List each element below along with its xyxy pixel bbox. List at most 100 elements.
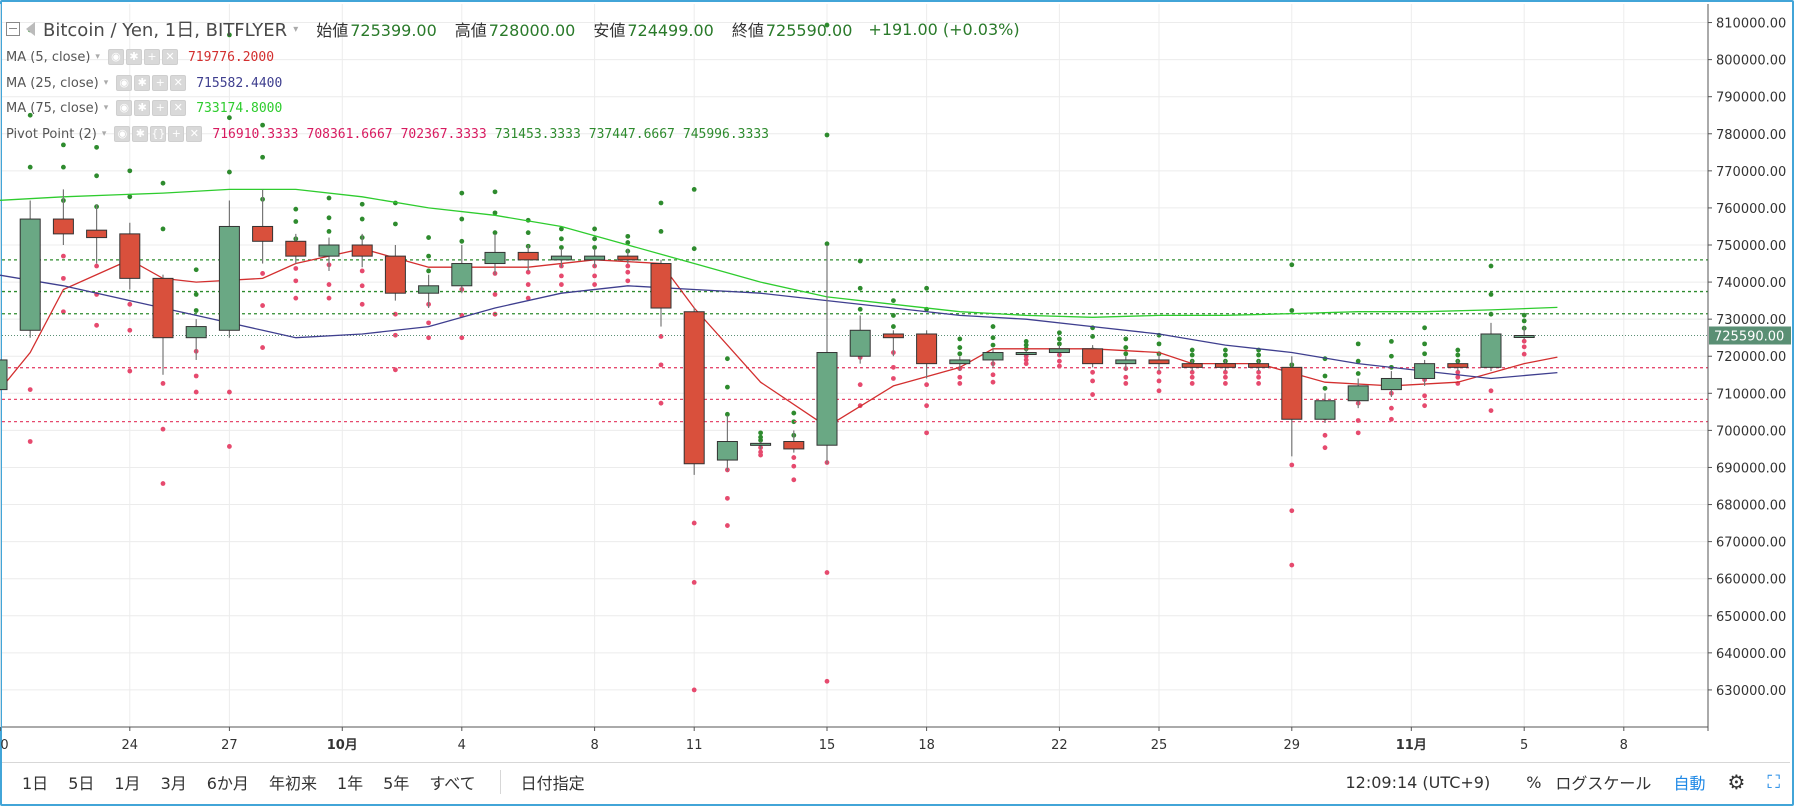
candle-body[interactable]	[949, 359, 971, 365]
candle[interactable]	[1181, 359, 1203, 372]
candle-body[interactable]	[1414, 363, 1436, 379]
candle[interactable]	[418, 274, 440, 309]
candle[interactable]	[916, 330, 938, 379]
indicator-name[interactable]: MA (75, close)	[6, 100, 99, 116]
candle[interactable]	[1148, 352, 1170, 372]
candle[interactable]	[1281, 356, 1303, 457]
chevron-down-icon[interactable]: ▾	[103, 78, 109, 88]
candle-body[interactable]	[1214, 363, 1236, 368]
eye-icon[interactable]: ◉	[107, 49, 124, 65]
fullscreen-icon[interactable]: ⛶	[1767, 771, 1780, 793]
candle-body[interactable]	[0, 359, 8, 391]
close-icon[interactable]: ✕	[170, 100, 187, 116]
range-button-6[interactable]: 1年	[336, 774, 364, 793]
candle-body[interactable]	[384, 255, 406, 294]
candle-body[interactable]	[849, 329, 871, 357]
candle[interactable]	[683, 308, 705, 475]
candle-body[interactable]	[550, 255, 572, 261]
candle[interactable]	[152, 274, 174, 375]
range-button-0[interactable]: 1日	[22, 774, 49, 793]
chevron-down-icon[interactable]: ▾	[293, 23, 299, 35]
candle-body[interactable]	[517, 251, 539, 261]
candle[interactable]	[1248, 359, 1270, 372]
indicator-row[interactable]: MA (5, close) ▾ ◉ ✱ + ✕ 719776.2000	[6, 48, 274, 66]
candle[interactable]	[617, 248, 639, 264]
candle[interactable]	[716, 415, 738, 472]
candle-body[interactable]	[1314, 400, 1336, 420]
plus-icon[interactable]: +	[152, 75, 169, 91]
candle-body[interactable]	[1380, 377, 1402, 391]
chevron-down-icon[interactable]: ▾	[101, 129, 107, 139]
eye-icon[interactable]: ◉	[116, 75, 133, 91]
candle-body[interactable]	[916, 333, 938, 365]
candle-body[interactable]	[119, 233, 141, 279]
candle[interactable]	[1380, 371, 1402, 398]
candle[interactable]	[1115, 356, 1137, 372]
eye-icon[interactable]: ◉	[116, 100, 133, 116]
candle-body[interactable]	[1513, 335, 1535, 339]
candle-body[interactable]	[1148, 359, 1170, 365]
range-button-4[interactable]: 6か月	[206, 774, 249, 793]
range-button-8[interactable]: すべて	[429, 774, 476, 793]
candle-body[interactable]	[1447, 363, 1469, 368]
candle[interactable]	[86, 204, 108, 264]
eye-icon[interactable]: ◉	[114, 126, 131, 142]
candle[interactable]	[1214, 359, 1236, 372]
candle[interactable]	[218, 200, 240, 338]
indicator-row[interactable]: Pivot Point (2) ▾ ◉ ✱{} + ✕ 716910.3333 708361.…	[6, 125, 769, 143]
candle[interactable]	[517, 245, 539, 271]
candle-body[interactable]	[218, 225, 240, 331]
candle[interactable]	[1015, 348, 1037, 357]
close-icon[interactable]: ✕	[170, 75, 187, 91]
log-scale-button[interactable]: ログスケール	[1555, 774, 1652, 793]
candle-body[interactable]	[683, 311, 705, 465]
price-axis[interactable]: 810000.00 800000.00 790000.00 780000.00 7700…	[2, 4, 1791, 731]
plus-icon[interactable]: +	[143, 49, 160, 65]
candle-body[interactable]	[86, 229, 108, 239]
candle-body[interactable]	[1248, 363, 1270, 368]
candle-body[interactable]	[19, 218, 41, 331]
candle[interactable]	[584, 248, 606, 268]
candle-body[interactable]	[418, 285, 440, 294]
candle[interactable]	[783, 430, 805, 453]
chevron-down-icon[interactable]: ▾	[103, 103, 109, 113]
candle[interactable]	[1513, 326, 1535, 340]
range-button-2[interactable]: 1月	[114, 774, 141, 793]
gear-icon[interactable]: ✱	[125, 49, 142, 65]
plus-icon[interactable]: +	[168, 126, 185, 142]
close-icon[interactable]: ✕	[186, 126, 203, 142]
range-button-1[interactable]: 5日	[68, 774, 95, 793]
candle[interactable]	[285, 233, 307, 264]
candle[interactable]	[1480, 322, 1502, 372]
candle[interactable]	[1048, 345, 1070, 357]
candle[interactable]	[1447, 359, 1469, 372]
candle-body[interactable]	[1281, 366, 1303, 420]
candle[interactable]	[318, 237, 340, 271]
range-button-5[interactable]: 年初来	[268, 774, 317, 793]
candle-body[interactable]	[252, 225, 274, 242]
candle-body[interactable]	[816, 352, 838, 446]
candle[interactable]	[1414, 359, 1436, 386]
gear-icon[interactable]: ⚙	[1727, 770, 1746, 794]
candle-body[interactable]	[716, 441, 738, 461]
candle[interactable]	[252, 189, 274, 264]
candle[interactable]	[451, 245, 473, 294]
candle[interactable]	[0, 356, 8, 408]
candle-body[interactable]	[1480, 333, 1502, 368]
candle[interactable]	[484, 233, 506, 275]
candle-body[interactable]	[1048, 348, 1070, 354]
candle-body[interactable]	[584, 255, 606, 261]
candle-body[interactable]	[1015, 352, 1037, 356]
candle[interactable]	[1347, 378, 1369, 409]
percent-button[interactable]: %	[1526, 772, 1542, 792]
indicator-name[interactable]: Pivot Point (2)	[6, 126, 97, 142]
candle[interactable]	[19, 200, 41, 338]
candle-body[interactable]	[750, 442, 772, 446]
candle[interactable]	[185, 319, 207, 360]
candle-body[interactable]	[185, 326, 207, 339]
indicator-row[interactable]: MA (25, close) ▾ ◉ ✱ + ✕ 715582.4400	[6, 74, 282, 92]
candle[interactable]	[882, 330, 904, 357]
symbol-title[interactable]: Bitcoin / Yen, 1日, BITFLYER	[43, 20, 288, 41]
braces-icon[interactable]: {}	[150, 126, 167, 142]
